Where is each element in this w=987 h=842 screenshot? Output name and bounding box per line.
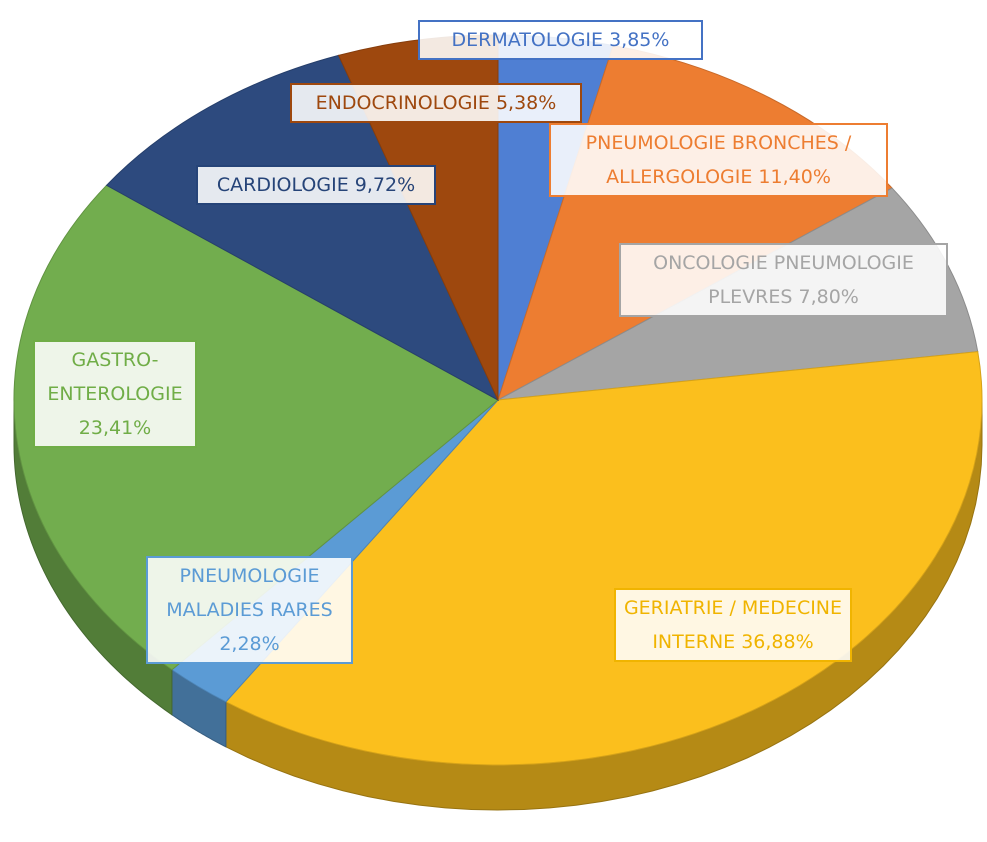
category-label: ENDOCRINOLOGIE: [315, 92, 490, 114]
data-label: GERIATRIE / MEDECINE INTERNE 36,88%: [614, 588, 852, 662]
value-label: 2,28%: [219, 633, 280, 655]
category-label: PNEUMOLOGIE MALADIES RARES: [166, 565, 333, 621]
category-label: ONCOLOGIE PNEUMOLOGIE PLEVRES: [653, 252, 914, 308]
data-label: PNEUMOLOGIE MALADIES RARES 2,28%: [146, 556, 353, 664]
category-label: CARDIOLOGIE: [216, 174, 349, 196]
data-label: PNEUMOLOGIE BRONCHES / ALLERGOLOGIE 11,4…: [549, 123, 888, 197]
slice-top: [105, 54, 500, 402]
value-label: 23,41%: [78, 417, 152, 439]
data-label: CARDIOLOGIE 9,72%: [196, 165, 436, 205]
value-label: 36,88%: [741, 631, 814, 653]
slice: [105, 54, 500, 402]
category-label: DERMATOLOGIE: [451, 29, 604, 51]
data-label: ENDOCRINOLOGIE 5,38%: [290, 83, 582, 123]
value-label: 11,40%: [758, 166, 831, 188]
value-label: 7,80%: [798, 286, 859, 308]
data-label: DERMATOLOGIE 3,85%: [418, 20, 703, 60]
category-label: PNEUMOLOGIE BRONCHES / ALLERGOLOGIE: [585, 132, 852, 188]
slice: [13, 184, 499, 716]
category-label: GASTRO-ENTEROLOGIE: [47, 349, 183, 405]
value-label: 5,38%: [495, 92, 557, 114]
value-label: 9,72%: [354, 174, 416, 196]
category-label: GERIATRIE / MEDECINE INTERNE: [623, 597, 843, 653]
data-label: GASTRO-ENTEROLOGIE 23,41%: [33, 340, 197, 448]
data-label: ONCOLOGIE PNEUMOLOGIE PLEVRES 7,80%: [619, 243, 948, 317]
slice-top: [13, 184, 499, 671]
value-label: 3,85%: [609, 29, 670, 51]
